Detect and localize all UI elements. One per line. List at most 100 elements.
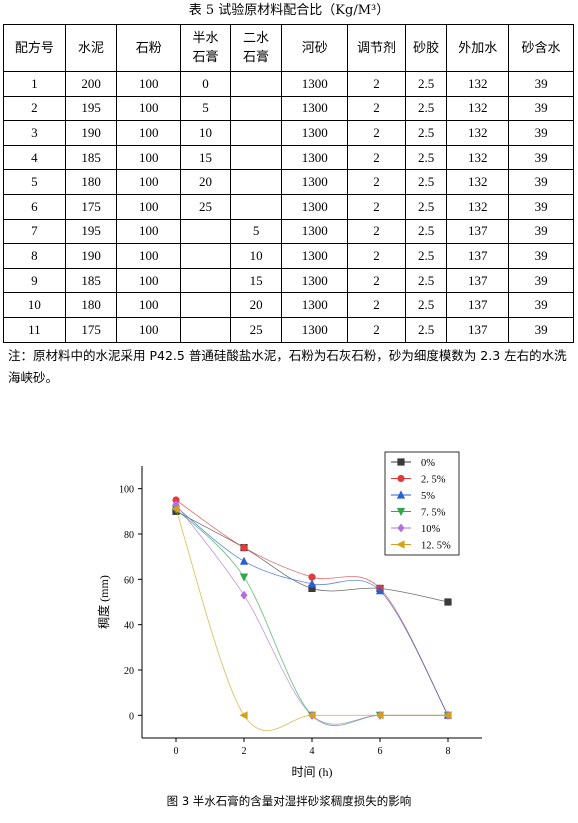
table-row: 8 190 100 10 1300 2 2.5 137 39 — [3, 243, 574, 269]
table-cell: 132 — [446, 120, 510, 146]
table-cell: 39 — [508, 267, 574, 294]
data-point — [239, 573, 249, 582]
legend-label: 7. 5% — [421, 508, 446, 519]
table-cell: 175 — [64, 193, 118, 220]
table-cell: 1300 — [281, 316, 349, 343]
series-5 — [171, 504, 452, 731]
table-cell: 2 — [347, 95, 406, 122]
table-cell: 25 — [180, 193, 231, 220]
table-cell: 185 — [64, 144, 118, 171]
column-header: 砂含水 — [508, 24, 574, 72]
table-cell: 4 — [3, 144, 66, 171]
table-cell: 11 — [3, 316, 66, 343]
table-cell: 2 — [347, 267, 406, 294]
y-tick-label: 80 — [124, 530, 134, 541]
y-tick-label: 0 — [129, 711, 134, 722]
table-cell: 39 — [508, 218, 574, 245]
table-row: 10 180 100 20 1300 2 2.5 137 39 — [3, 292, 574, 318]
table-cell — [180, 267, 231, 294]
consistency-loss-chart: 0 20 40 60 80 100 0 2 4 6 8 时间 (h) 稠度 (mm) 0% 2. 5% 5% 7… — [96, 451, 482, 779]
column-header: 河砂 — [281, 24, 349, 72]
table-cell: 185 — [64, 267, 118, 294]
table-row: 9 185 100 15 1300 2 2.5 137 39 — [3, 267, 574, 294]
table-cell: 200 — [64, 71, 118, 97]
legend-label: 12. 5% — [421, 541, 451, 552]
series-line — [175, 508, 448, 731]
data-point — [375, 711, 384, 720]
table-cell: 2 — [347, 144, 406, 171]
table-cell: 5 — [180, 95, 231, 122]
series-line — [175, 506, 449, 716]
table-row: 6 175 100 25 1300 2 2.5 132 39 — [3, 193, 574, 220]
data-point — [308, 573, 316, 581]
x-tick-label: 4 — [310, 746, 315, 757]
table-cell: 195 — [64, 95, 118, 122]
table-row: 1 200 100 0 1300 2 2.5 132 39 — [3, 71, 574, 97]
table-cell: 1300 — [281, 292, 349, 318]
column-header: 外加水 — [446, 24, 510, 72]
table-cell: 2.5 — [404, 144, 448, 171]
column-header-text: 调节剂 — [357, 40, 397, 56]
table-row: 3 190 100 10 1300 2 2.5 132 39 — [3, 120, 574, 146]
legend-label: 5% — [421, 491, 435, 502]
table-cell: 132 — [446, 95, 510, 122]
table-cell: 1300 — [281, 169, 349, 195]
table-cell: 100 — [116, 144, 182, 171]
data-point — [240, 544, 248, 552]
data-point — [239, 556, 249, 565]
table-cell: 1300 — [281, 144, 349, 171]
table-cell: 2 — [347, 120, 406, 146]
legend-marker — [397, 523, 405, 533]
table-cell: 1300 — [281, 218, 349, 245]
data-point — [307, 579, 317, 588]
table-cell: 2.5 — [404, 169, 448, 195]
column-header: 石粉 — [116, 24, 182, 72]
table-cell: 2 — [347, 316, 406, 343]
table-cell: 100 — [116, 316, 182, 343]
table-cell: 6 — [3, 193, 66, 220]
table-cell: 5 — [3, 169, 66, 195]
table-cell: 20 — [229, 292, 283, 318]
y-tick-label: 20 — [124, 666, 134, 677]
data-point — [239, 711, 248, 720]
table-cell: 100 — [116, 243, 182, 269]
table-cell: 1300 — [281, 267, 349, 294]
table-cell: 39 — [508, 193, 574, 220]
y-tick-label: 100 — [119, 485, 134, 496]
column-header-text: 外加水 — [458, 40, 498, 56]
legend-label: 10% — [421, 524, 441, 535]
table-cell — [229, 71, 283, 97]
table-cell: 195 — [64, 218, 118, 245]
table-cell: 137 — [446, 267, 510, 294]
column-header-text: 半水 — [192, 31, 219, 46]
mix-proportion-table: 配方号 水泥 石粉 半水 石膏 二水 石膏 河砂 调节剂 砂胶 外加水 砂含水 1 200 100 0 130… — [3, 24, 574, 343]
table-cell: 2.5 — [404, 71, 448, 97]
column-header-text: 河砂 — [301, 40, 328, 56]
table-cell: 0 — [180, 71, 231, 97]
table-cell: 39 — [508, 243, 574, 269]
table-cell: 20 — [180, 169, 231, 195]
table-row: 2 195 100 5 1300 2 2.5 132 39 — [3, 95, 574, 122]
column-header-text: 配方号 — [14, 40, 54, 56]
data-point — [171, 504, 180, 514]
table-cell: 2 — [347, 292, 406, 318]
table-cell: 2.5 — [404, 292, 448, 318]
table-cell: 1 — [3, 71, 66, 97]
table-cell — [229, 144, 283, 171]
table-cell: 137 — [446, 292, 510, 318]
table-cell: 8 — [3, 243, 66, 269]
column-header: 半水 石膏 — [180, 24, 231, 72]
table-cell: 9 — [3, 267, 66, 294]
table-cell: 15 — [229, 267, 283, 294]
x-tick-label: 0 — [174, 746, 179, 757]
column-header-text: 石粉 — [135, 40, 162, 56]
table-cell: 39 — [508, 316, 574, 343]
table-cell — [180, 218, 231, 245]
x-tick-label: 6 — [378, 746, 383, 757]
data-point — [443, 711, 452, 720]
table-cell: 100 — [116, 71, 182, 97]
table-cell: 2.5 — [404, 95, 448, 122]
column-header-text: 石膏 — [243, 50, 270, 65]
table-cell: 132 — [446, 193, 510, 220]
table-cell: 1300 — [281, 120, 349, 146]
